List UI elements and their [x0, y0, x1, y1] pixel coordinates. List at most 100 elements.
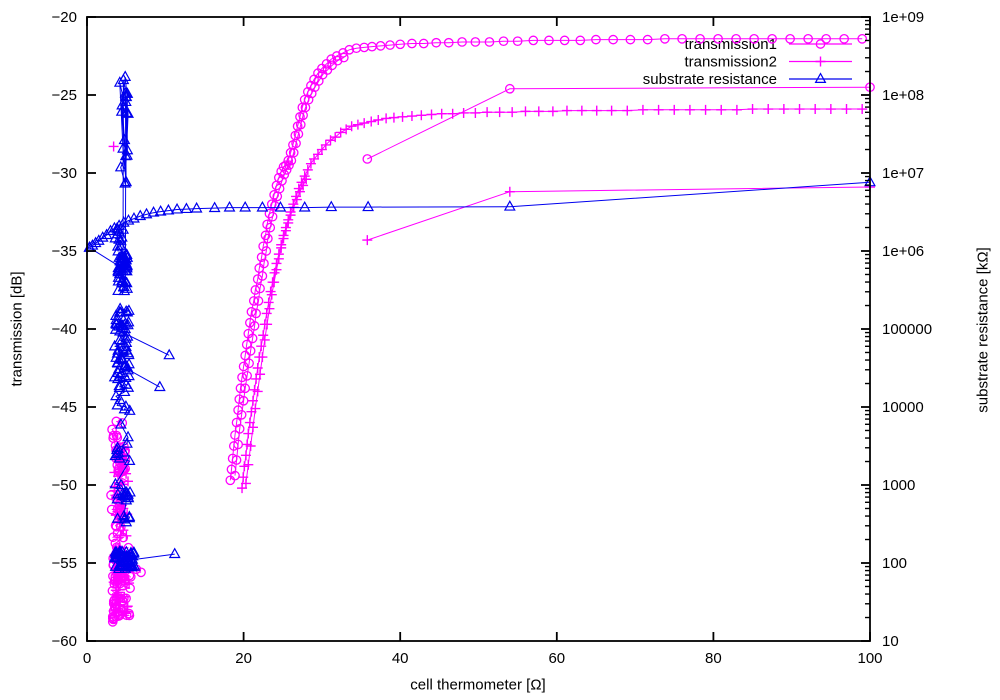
circle-marker [857, 33, 868, 44]
plus-marker [504, 186, 515, 197]
plus-marker [283, 217, 294, 228]
circle-marker [261, 246, 272, 256]
x-tick-label: 60 [548, 650, 565, 667]
plus-marker [857, 104, 868, 115]
triangle-marker [190, 201, 203, 213]
circle-marker [375, 41, 386, 51]
plus-marker [112, 578, 123, 589]
plus-marker [591, 105, 602, 116]
circle-marker [326, 54, 337, 64]
circle-marker [504, 83, 515, 94]
triangle-marker [122, 491, 135, 503]
series-line [132, 553, 175, 561]
triangle-marker [122, 381, 135, 392]
plus-marker [416, 110, 427, 121]
plus-marker [458, 107, 469, 118]
plus-marker [262, 319, 273, 330]
circle-marker [245, 345, 256, 356]
plus-marker [119, 591, 130, 602]
plus-marker [810, 104, 821, 115]
plus-marker [606, 105, 617, 116]
triangle-marker [118, 133, 131, 145]
plus-marker [124, 578, 135, 589]
plus-marker [261, 308, 272, 319]
plus-marker [285, 210, 296, 221]
plus-marker [359, 118, 370, 129]
plus-marker [561, 105, 572, 116]
circle-marker [234, 394, 245, 405]
plus-marker [273, 253, 284, 264]
triangle-marker [114, 234, 127, 246]
circle-marker [431, 37, 442, 48]
triangle-marker [274, 200, 287, 212]
circle-marker [231, 455, 242, 465]
series-line [119, 76, 129, 184]
triangle-marker [325, 200, 338, 212]
triangle-marker [114, 160, 127, 172]
triangle-marker [120, 90, 133, 102]
triangle-marker [115, 334, 128, 345]
triangle-marker [153, 380, 166, 392]
legend-label: substrate resistance [643, 71, 777, 88]
circle-marker [512, 36, 523, 47]
triangle-marker [96, 231, 109, 242]
plus-marker [269, 277, 280, 288]
triangle-marker [113, 76, 126, 87]
circle-marker [260, 230, 271, 241]
triangle-marker [120, 515, 133, 527]
triangle-marker [116, 352, 128, 364]
triangle-marker [171, 202, 183, 214]
triangle-marker [114, 302, 127, 313]
triangle-marker [118, 359, 131, 371]
circle-marker [677, 33, 687, 44]
triangle-marker [117, 509, 130, 521]
triangle-marker [109, 449, 122, 461]
triangle-marker [108, 339, 121, 351]
triangle-marker [121, 360, 134, 372]
plus-marker [252, 386, 263, 397]
plus-marker [240, 450, 251, 461]
plus-marker [280, 225, 291, 236]
circle-marker [767, 33, 777, 44]
circle-marker [267, 211, 278, 222]
axes: 0 20 40 60 80 100 −60 −55 −50 −45 −40 −35 −30 −25 −20 1… [52, 9, 933, 667]
y-tick-label: −30 [52, 165, 77, 182]
plus-marker [731, 104, 742, 115]
circle-marker [327, 60, 337, 71]
circle-marker [281, 165, 292, 175]
circle-marker [276, 166, 287, 177]
plus-marker [373, 114, 384, 125]
y2-tick-label: 100000 [882, 321, 932, 338]
plus-marker [700, 104, 711, 115]
triangle-marker [122, 363, 134, 375]
plus-marker [335, 127, 346, 138]
plus-marker [121, 608, 132, 619]
triangle-marker [140, 207, 153, 219]
y2-tick-label: 1e+07 [882, 165, 924, 182]
y2-tick-label: 1000 [882, 477, 915, 494]
circle-marker [484, 37, 495, 47]
circle-marker [803, 33, 813, 44]
plus-marker [426, 109, 437, 120]
x-tick-label: 0 [83, 650, 91, 667]
circle-marker [246, 306, 257, 317]
circle-marker [244, 358, 254, 369]
triangle-marker [111, 398, 124, 410]
triangle-marker [298, 200, 311, 212]
triangle-marker [113, 267, 126, 279]
triangle-marker [119, 177, 131, 188]
y2-axis-title: substrate resistance [kΩ] [974, 247, 992, 413]
triangle-marker [112, 284, 124, 296]
circle-marker [575, 35, 586, 46]
triangle-marker [111, 512, 124, 523]
plus-marker [507, 107, 518, 118]
triangle-marker [118, 402, 131, 414]
triangle-marker [147, 206, 160, 217]
plus-marker [110, 569, 121, 580]
plus-marker [366, 116, 377, 127]
circle-marker [247, 333, 258, 344]
circle-marker [281, 160, 291, 171]
plus-marker [121, 530, 132, 541]
